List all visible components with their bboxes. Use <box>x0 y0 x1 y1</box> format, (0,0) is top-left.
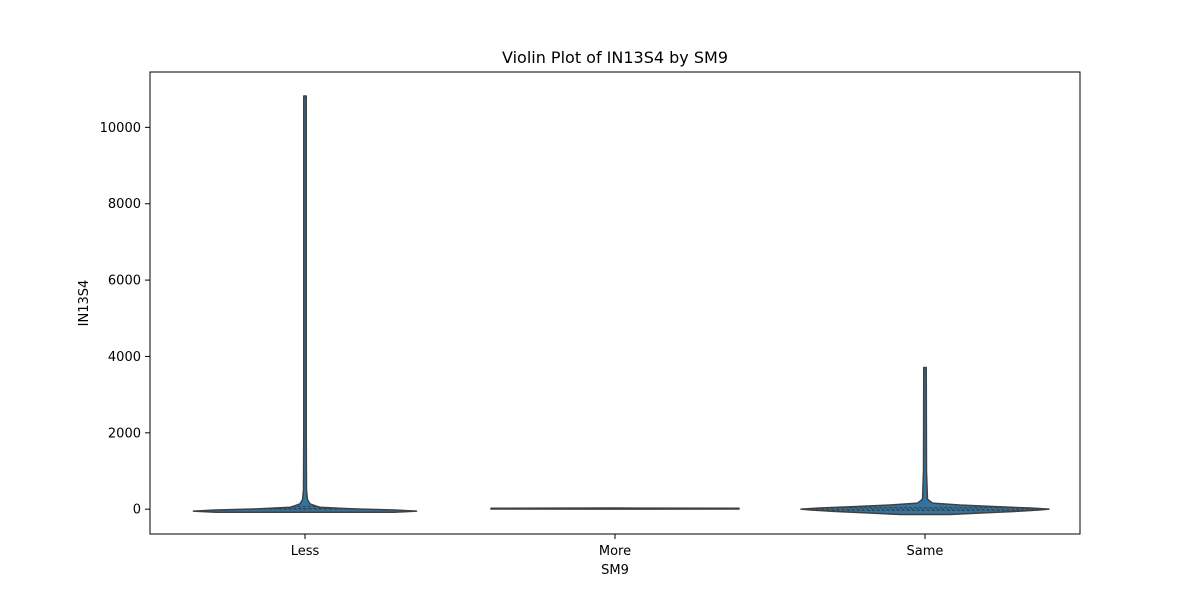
x-axis: Less More Same <box>291 534 944 559</box>
y-tick-label: 0 <box>133 503 141 518</box>
y-tick-label: 8000 <box>108 197 141 212</box>
x-tick-label: Same <box>907 544 944 559</box>
y-tick-label: 2000 <box>108 426 141 441</box>
y-tick-label: 4000 <box>108 350 141 365</box>
violin-more <box>490 507 740 510</box>
x-tick-label: Less <box>291 544 320 559</box>
y-tick-label: 6000 <box>108 274 141 289</box>
x-axis-title: SM9 <box>601 563 629 578</box>
violin-same <box>800 366 1050 516</box>
y-tick-label: 10000 <box>100 121 141 136</box>
violins-layer <box>192 95 1050 516</box>
y-axis-title: IN13S4 <box>77 280 92 327</box>
chart-title: Violin Plot of IN13S4 by SM9 <box>502 48 728 67</box>
x-tick-label: More <box>599 544 631 559</box>
y-axis: 0 2000 4000 6000 8000 10000 <box>100 121 150 518</box>
plot-frame <box>149 71 1081 535</box>
violin-less <box>192 95 418 513</box>
